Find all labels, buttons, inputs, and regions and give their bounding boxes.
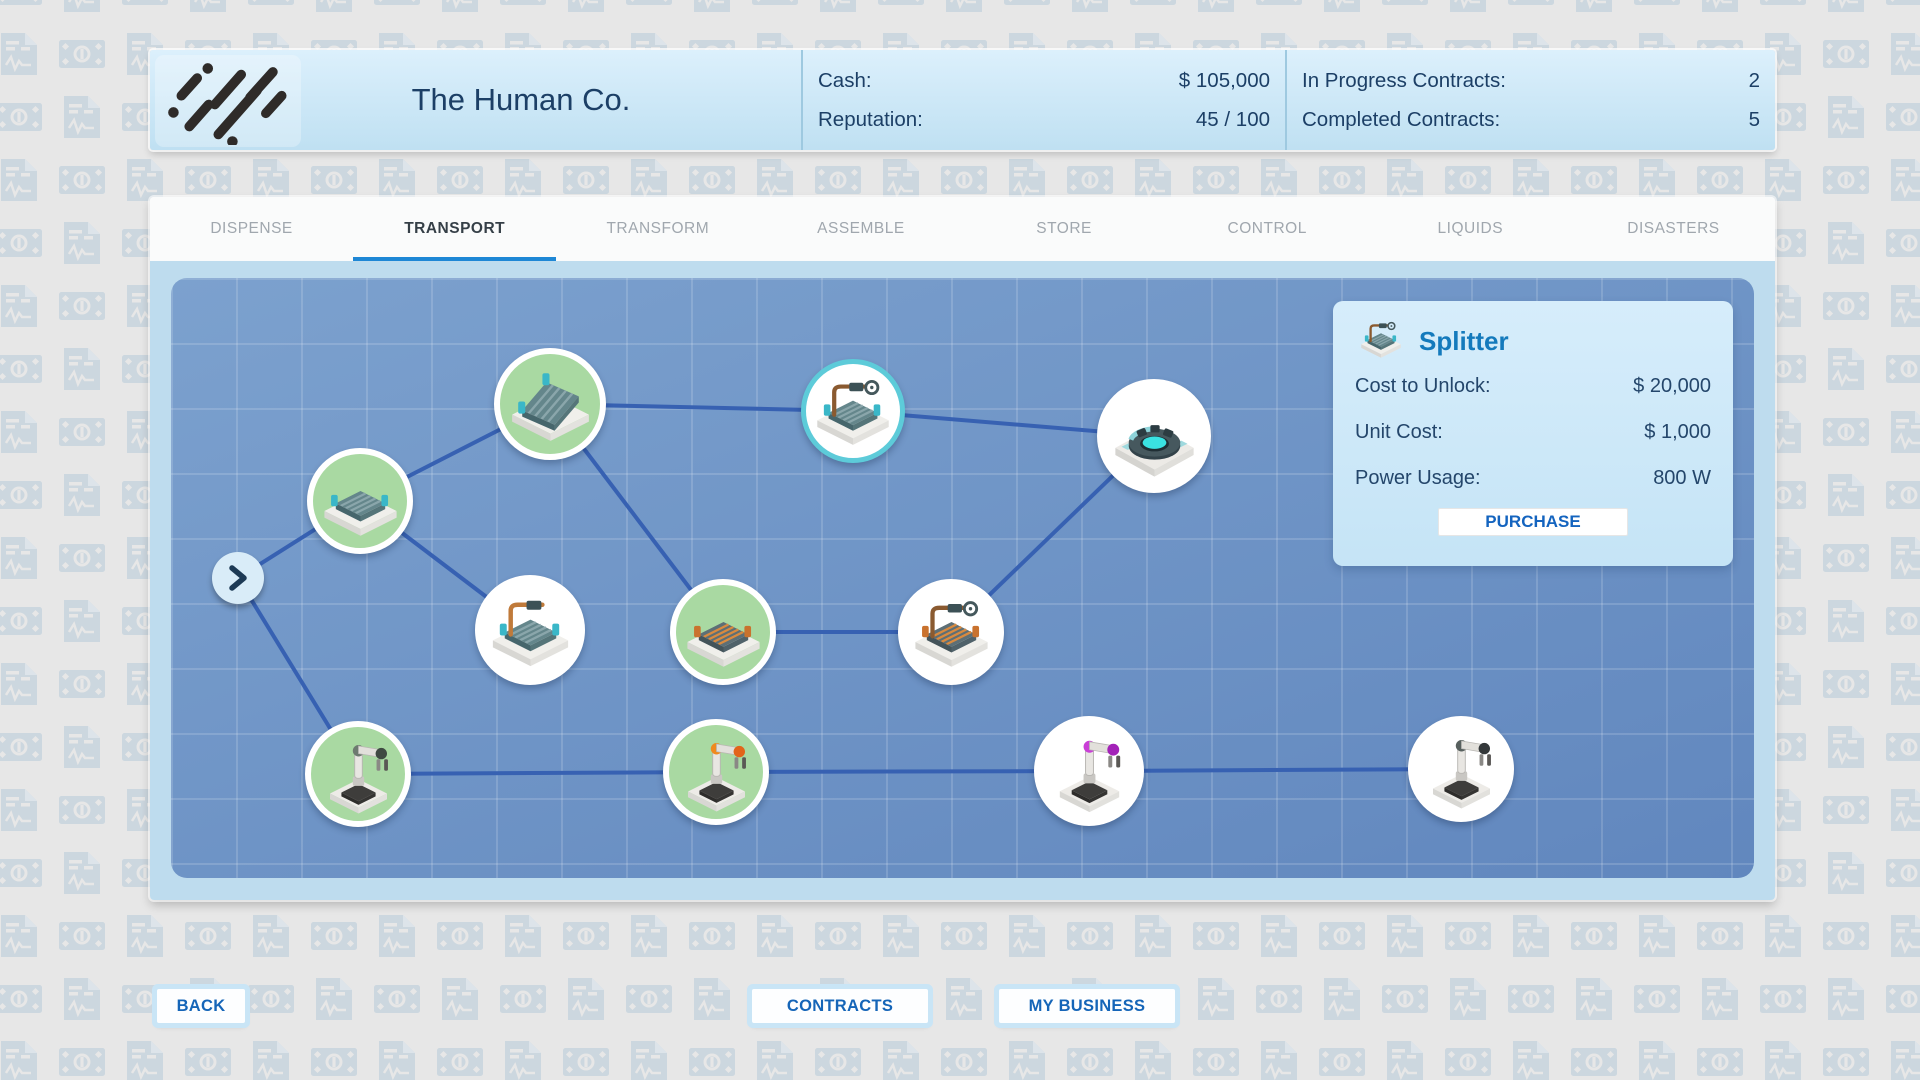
tab-assemble[interactable]: ASSEMBLE [817,220,905,237]
cost-to-unlock-row: Cost to Unlock: $ 20,000 [1355,363,1711,409]
tech-node-heavy-conveyor[interactable] [670,579,776,685]
tech-edge [357,770,717,776]
completed-contracts-label: Completed Contracts: [1302,107,1501,131]
splitter-detail-panel: Splitter Cost to Unlock: $ 20,000 Unit C… [1333,301,1733,566]
tab-control[interactable]: CONTROL [1227,220,1307,237]
my-business-button[interactable]: MY BUSINESS [999,989,1175,1023]
tech-node-ramp-conveyor[interactable] [494,348,606,460]
robot-arm-c-machine-icon [1059,740,1120,812]
research-panel: DISPENSE TRANSPORT TRANSFORM ASSEMBLE ST… [150,197,1775,900]
tech-node-heavy-splitter[interactable] [898,579,1004,685]
tech-node-robot-arm-d[interactable] [1408,716,1514,822]
detail-header: Splitter [1355,319,1711,363]
money-stats-section: Cash: $ 105,000 Reputation: 45 / 100 [801,50,1285,150]
unit-cost-label: Unit Cost: [1355,420,1443,443]
tech-node-splitter[interactable] [801,359,905,463]
tab-disasters[interactable]: DISASTERS [1627,220,1720,237]
cost-to-unlock-label: Cost to Unlock: [1355,374,1491,397]
tab-dispense[interactable]: DISPENSE [210,220,293,237]
chevron-right-icon [229,565,247,591]
heavy-conveyor-machine-icon [686,621,760,667]
splitter-machine-glyph [1361,321,1401,358]
contracts-button[interactable]: CONTRACTS [752,989,928,1023]
purchase-button[interactable]: PURCHASE [1438,508,1628,536]
tech-node-robot-arm-c[interactable] [1034,716,1144,826]
in-progress-contracts-stat: In Progress Contracts: 2 [1302,69,1760,93]
conveyor-machine-icon [323,490,397,536]
tech-node-conveyor[interactable] [307,448,413,554]
in-progress-contracts-label: In Progress Contracts: [1302,68,1506,92]
robot-arm-a-machine-icon [329,744,388,813]
cost-to-unlock-value: $ 20,000 [1633,374,1711,397]
tab-transform[interactable]: TRANSFORM [606,220,710,237]
back-button[interactable]: BACK [157,989,245,1023]
tab-store[interactable]: STORE [1036,220,1092,237]
in-progress-contracts-value: 2 [1748,68,1760,92]
unit-cost-row: Unit Cost: $ 1,000 [1355,409,1711,455]
reputation-label: Reputation: [818,107,923,131]
power-usage-label: Power Usage: [1355,466,1481,489]
tech-tree-map[interactable]: Splitter Cost to Unlock: $ 20,000 Unit C… [171,278,1754,878]
tech-node-bridge-conveyor[interactable] [475,575,585,685]
company-name: The Human Co. [411,82,631,117]
company-section: The Human Co. [150,50,801,150]
tab-liquids[interactable]: LIQUIDS [1437,220,1504,237]
rotator-machine-icon [1114,424,1194,477]
tech-node-robot-arm-b[interactable] [663,719,769,825]
scroll-right-button[interactable] [212,552,264,604]
company-logo [155,55,301,147]
bridge-conveyor-machine-icon [492,600,568,666]
reputation-stat: Reputation: 45 / 100 [818,108,1270,132]
splitter-machine-icon [817,379,889,445]
reputation-value: 45 / 100 [1195,107,1270,131]
company-logo-icon [168,63,287,145]
cash-stat: Cash: $ 105,000 [818,69,1270,93]
tech-edge [1088,767,1462,773]
tech-node-rotator[interactable] [1097,379,1211,493]
header-bar: The Human Co. Cash: $ 105,000 Reputation… [150,50,1775,150]
contract-stats-section: In Progress Contracts: 2 Completed Contr… [1285,50,1775,150]
robot-arm-d-machine-icon [1432,739,1491,808]
splitter-machine-icon [1355,313,1407,370]
ramp-conveyor-machine-icon [511,372,589,441]
completed-contracts-value: 5 [1748,107,1760,131]
tab-transport[interactable]: TRANSPORT [353,197,557,261]
power-usage-value: 800 W [1653,466,1711,489]
completed-contracts-stat: Completed Contracts: 5 [1302,108,1760,132]
unit-cost-value: $ 1,000 [1644,420,1711,443]
tech-node-robot-arm-a[interactable] [305,721,411,827]
tech-edge [715,769,1090,774]
map-frame: Splitter Cost to Unlock: $ 20,000 Unit C… [150,261,1775,900]
power-usage-row: Power Usage: 800 W [1355,455,1711,501]
cash-label: Cash: [818,68,872,92]
robot-arm-b-machine-icon [687,742,746,811]
heavy-splitter-machine-icon [914,600,988,667]
detail-title: Splitter [1419,325,1509,356]
category-tabs: DISPENSE TRANSPORT TRANSFORM ASSEMBLE ST… [150,197,1775,261]
cash-value: $ 105,000 [1178,68,1270,92]
